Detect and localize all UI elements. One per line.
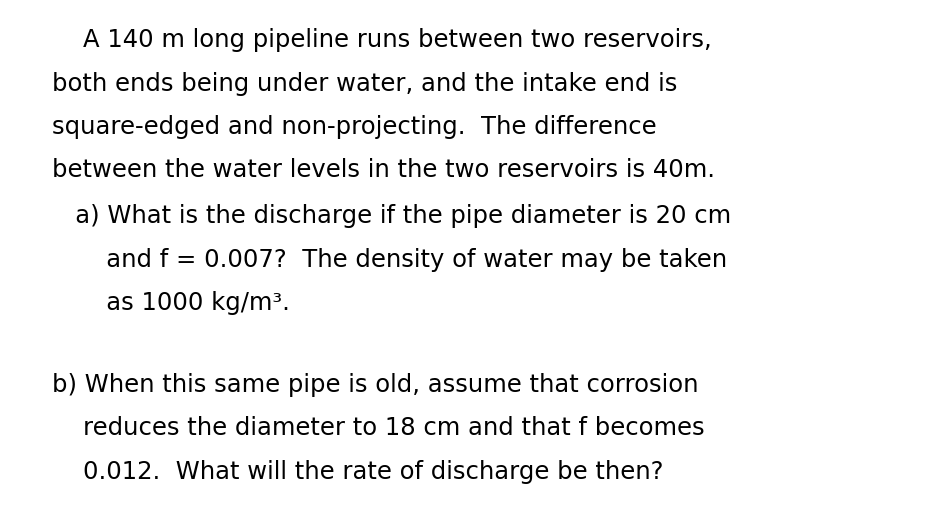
Text: b) When this same pipe is old, assume that corrosion: b) When this same pipe is old, assume th…	[52, 373, 699, 397]
Text: and f = 0.007?  The density of water may be taken: and f = 0.007? The density of water may …	[52, 248, 727, 272]
Text: as 1000 kg/m³.: as 1000 kg/m³.	[52, 291, 290, 315]
Text: reduces the diameter to 18 cm and that f becomes: reduces the diameter to 18 cm and that f…	[52, 416, 704, 440]
Text: 0.012.  What will the rate of discharge be then?: 0.012. What will the rate of discharge b…	[52, 460, 663, 484]
Text: a) What is the discharge if the pipe diameter is 20 cm: a) What is the discharge if the pipe dia…	[52, 204, 731, 228]
Text: between the water levels in the two reservoirs is 40m.: between the water levels in the two rese…	[52, 158, 715, 182]
Text: both ends being under water, and the intake end is: both ends being under water, and the int…	[52, 72, 677, 96]
Text: A 140 m long pipeline runs between two reservoirs,: A 140 m long pipeline runs between two r…	[52, 28, 712, 52]
Text: square-edged and non-projecting.  The difference: square-edged and non-projecting. The dif…	[52, 115, 656, 139]
